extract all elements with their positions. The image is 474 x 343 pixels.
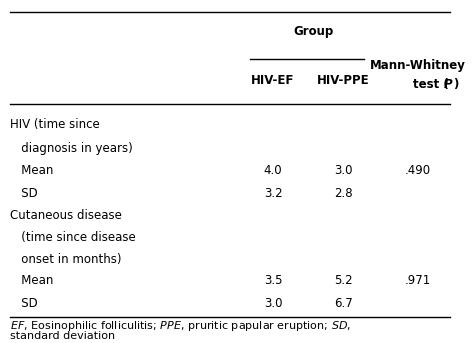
Text: Cutaneous disease: Cutaneous disease bbox=[10, 210, 122, 222]
Text: 3.0: 3.0 bbox=[264, 297, 282, 310]
Text: 3.2: 3.2 bbox=[264, 188, 283, 200]
Text: onset in months): onset in months) bbox=[10, 253, 122, 267]
Text: SD: SD bbox=[10, 297, 38, 310]
Text: diagnosis in years): diagnosis in years) bbox=[10, 142, 133, 155]
Text: P: P bbox=[444, 78, 453, 91]
Text: HIV (time since: HIV (time since bbox=[10, 118, 100, 131]
Text: HIV-PPE: HIV-PPE bbox=[317, 74, 369, 87]
Text: 3.5: 3.5 bbox=[264, 274, 282, 287]
Text: 5.2: 5.2 bbox=[334, 274, 353, 287]
Text: 6.7: 6.7 bbox=[334, 297, 353, 310]
Text: Mean: Mean bbox=[10, 164, 54, 177]
Text: SD: SD bbox=[10, 188, 38, 200]
Text: (time since disease: (time since disease bbox=[10, 232, 136, 245]
Text: Mean: Mean bbox=[10, 274, 54, 287]
Text: standard deviation: standard deviation bbox=[10, 331, 116, 341]
Text: ): ) bbox=[453, 78, 458, 91]
Text: test (: test ( bbox=[413, 78, 449, 91]
Text: 3.0: 3.0 bbox=[334, 164, 352, 177]
Text: $\it{EF}$, Eosinophilic folliculitis; $\it{PPE}$, pruritic papular eruption; $\i: $\it{EF}$, Eosinophilic folliculitis; $\… bbox=[10, 319, 352, 333]
Text: Mann-Whitney: Mann-Whitney bbox=[370, 59, 466, 72]
Text: HIV-EF: HIV-EF bbox=[251, 74, 295, 87]
Text: .971: .971 bbox=[405, 274, 431, 287]
Text: Group: Group bbox=[293, 25, 334, 38]
Text: 2.8: 2.8 bbox=[334, 188, 353, 200]
Text: .490: .490 bbox=[405, 164, 431, 177]
Text: 4.0: 4.0 bbox=[264, 164, 283, 177]
